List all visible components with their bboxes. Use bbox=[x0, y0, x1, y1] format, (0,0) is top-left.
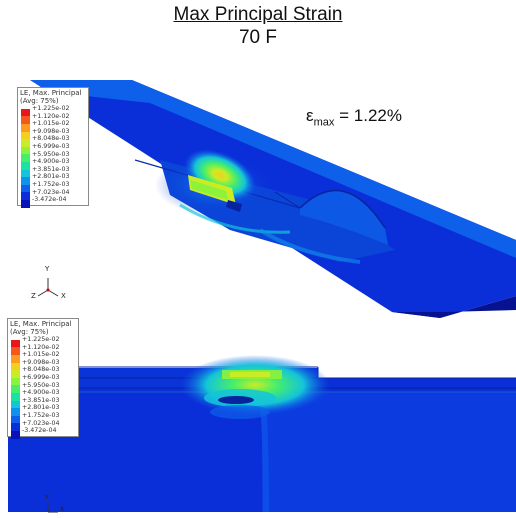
pipe-model-bottom bbox=[8, 355, 516, 513]
legend-bottom-colorbar bbox=[11, 339, 20, 439]
legend-value: +1.015e-02 bbox=[32, 120, 70, 128]
legend-value: +7.023e-04 bbox=[22, 419, 60, 427]
legend-swatch bbox=[11, 415, 20, 424]
legend-swatch bbox=[21, 177, 30, 185]
max-strain-value: = 1.22% bbox=[339, 106, 402, 125]
legend-swatch bbox=[11, 370, 20, 378]
max-strain-annotation: εmax = 1.22% bbox=[306, 106, 402, 128]
legend-swatch bbox=[21, 146, 30, 155]
legend-swatch bbox=[11, 339, 20, 348]
pipe-model-top bbox=[30, 80, 516, 318]
triad-bottom-x-label: X bbox=[60, 506, 65, 513]
triad-bottom bbox=[47, 504, 58, 513]
legend-value: +3.851e-03 bbox=[32, 165, 70, 173]
legend-top-colorbar bbox=[21, 108, 30, 208]
legend-value: +1.120e-02 bbox=[32, 112, 70, 120]
legend-value: +1.225e-02 bbox=[22, 336, 60, 343]
legend-swatch bbox=[11, 385, 20, 393]
legend-value: +8.048e-03 bbox=[22, 366, 60, 374]
legend-swatch bbox=[21, 154, 30, 162]
legend-bottom-avg: (Avg: 75%) bbox=[10, 328, 49, 336]
legend-bottom-values: +1.225e-02 +1.120e-02 +1.015e-02 +9.098e-03… bbox=[22, 336, 59, 435]
legend-value: +7.023e-04 bbox=[32, 188, 70, 196]
legend-top-values: +1.225e-02 +1.120e-02 +1.015e-02 +9.098e-03… bbox=[32, 105, 69, 204]
legend-value: +1.225e-02 bbox=[32, 105, 70, 112]
triad-bottom-y-label: Y bbox=[45, 494, 49, 501]
legend-swatch bbox=[11, 400, 20, 409]
title: Max Principal Strain bbox=[173, 4, 343, 25]
triad-top-y-label: Y bbox=[45, 265, 50, 273]
subtitle: 70 F bbox=[238, 27, 278, 48]
legend-value: -3.472e-04 bbox=[22, 427, 57, 435]
legend-swatch bbox=[21, 161, 30, 170]
legend-value: +9.098e-03 bbox=[22, 358, 60, 366]
legend-value: +1.120e-02 bbox=[22, 343, 60, 351]
legend-value: +2.801e-03 bbox=[22, 404, 60, 412]
legend-swatch bbox=[21, 139, 30, 147]
legend-value: +4.900e-03 bbox=[22, 389, 60, 397]
triad-top bbox=[37, 278, 59, 297]
legend-value: +2.801e-03 bbox=[32, 173, 70, 181]
triad-top-z-label: Z bbox=[31, 292, 36, 300]
legend-top-avg: (Avg: 75%) bbox=[20, 97, 59, 105]
legend-bottom-header: LE, Max. Principal (Avg: 75%) bbox=[8, 319, 78, 336]
legend-swatch bbox=[11, 408, 20, 416]
legend-top: LE, Max. Principal (Avg: 75%) +1.225e-02… bbox=[17, 87, 89, 208]
epsilon-symbol: ε bbox=[306, 106, 314, 125]
legend-swatch bbox=[21, 199, 30, 208]
legend-swatch bbox=[11, 392, 20, 401]
legend-bottom-title: LE, Max. Principal bbox=[10, 320, 72, 328]
legend-value: +8.048e-03 bbox=[32, 135, 70, 143]
legend-swatch bbox=[21, 116, 30, 124]
legend-swatch bbox=[11, 362, 20, 371]
legend-value: +5.950e-03 bbox=[32, 150, 70, 158]
legend-value: +4.900e-03 bbox=[32, 158, 70, 166]
legend-swatch bbox=[21, 131, 30, 140]
legend-value: +6.999e-03 bbox=[32, 142, 70, 150]
legend-swatch bbox=[21, 123, 30, 132]
epsilon-subscript: max bbox=[313, 116, 335, 129]
legend-swatch bbox=[21, 169, 30, 178]
legend-value: +3.851e-03 bbox=[22, 396, 60, 404]
legend-top-header: LE, Max. Principal (Avg: 75%) bbox=[18, 88, 88, 105]
triad-top-x-label: X bbox=[61, 292, 66, 300]
legend-value: +1.752e-03 bbox=[32, 180, 70, 188]
legend-bottom: LE, Max. Principal (Avg: 75%) +1.225e-02… bbox=[7, 318, 79, 439]
legend-swatch bbox=[21, 184, 30, 193]
legend-swatch bbox=[21, 192, 30, 200]
legend-value: +1.752e-03 bbox=[22, 411, 60, 419]
legend-swatch bbox=[21, 108, 30, 117]
legend-swatch bbox=[11, 377, 20, 386]
legend-value: -3.472e-04 bbox=[32, 196, 67, 204]
legend-value: +9.098e-03 bbox=[32, 127, 70, 135]
legend-value: +1.015e-02 bbox=[22, 351, 60, 359]
legend-top-title: LE, Max. Principal bbox=[20, 89, 82, 97]
legend-swatch bbox=[11, 354, 20, 363]
legend-swatch bbox=[11, 430, 20, 439]
legend-value: +5.950e-03 bbox=[22, 381, 60, 389]
legend-value: +6.999e-03 bbox=[22, 373, 60, 381]
legend-swatch bbox=[11, 347, 20, 355]
legend-swatch bbox=[11, 423, 20, 431]
